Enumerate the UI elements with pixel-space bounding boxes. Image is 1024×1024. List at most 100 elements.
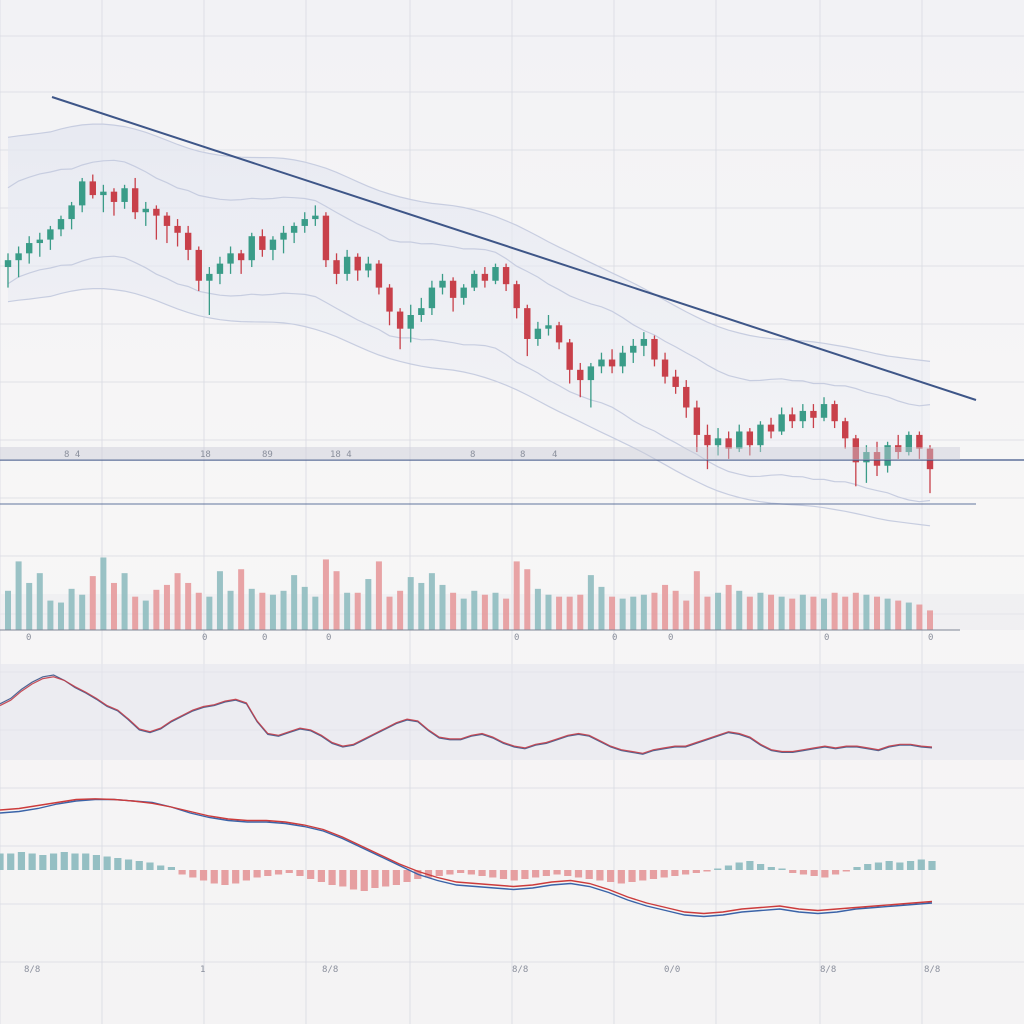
candle-2 xyxy=(25,236,33,264)
candle-11 xyxy=(121,184,128,209)
macd-hist-56 xyxy=(596,870,604,881)
candle-body-39 xyxy=(418,308,425,315)
macd-hist-63 xyxy=(671,870,679,876)
volume-bar-0 xyxy=(5,590,11,630)
candle-body-28 xyxy=(301,219,308,226)
candle-86 xyxy=(916,431,923,459)
macd-hist-65 xyxy=(692,870,700,873)
candle-body-18 xyxy=(195,249,202,281)
volume-row-label-3: 0 xyxy=(326,633,331,643)
candle-75 xyxy=(799,404,807,429)
candle-69 xyxy=(736,424,743,453)
price-row-label-1: 18 xyxy=(200,450,211,460)
candle-body-60 xyxy=(640,338,648,346)
candle-1 xyxy=(15,246,22,278)
candle-82 xyxy=(873,441,881,477)
candle-66 xyxy=(704,424,711,470)
macd-hist-84 xyxy=(896,862,904,870)
candle-7 xyxy=(78,177,86,213)
candle-body-26 xyxy=(280,232,287,240)
candle-body-76 xyxy=(810,410,817,418)
volume-bar-36 xyxy=(386,596,393,630)
macd-hist-77 xyxy=(821,870,829,878)
candle-83 xyxy=(884,441,891,473)
candle-3 xyxy=(36,232,43,257)
candle-body-8 xyxy=(89,181,96,196)
candle-77 xyxy=(820,397,828,422)
volume-bar-31 xyxy=(333,571,340,630)
volume-bar-56 xyxy=(598,586,605,630)
candle-body-57 xyxy=(608,359,616,367)
volume-row-label-5: 0 xyxy=(612,633,617,643)
macd-hist-57 xyxy=(607,870,615,882)
candle-20 xyxy=(216,256,224,285)
volume-bar-8 xyxy=(89,576,96,630)
candle-body-51 xyxy=(545,325,552,329)
candle-50 xyxy=(534,321,542,346)
candle-60 xyxy=(640,332,648,357)
macd-hist-58 xyxy=(617,870,625,884)
volume-bar-72 xyxy=(768,594,775,630)
candle-body-47 xyxy=(502,267,510,285)
candle-28 xyxy=(301,212,308,233)
macd-hist-17 xyxy=(178,870,186,875)
macd-hist-80 xyxy=(853,867,861,870)
macd-hist-54 xyxy=(574,870,583,878)
volume-bar-73 xyxy=(778,596,785,630)
bottom-row-label-1: 1 xyxy=(200,965,205,975)
candle-body-25 xyxy=(269,239,277,250)
candlestick-series xyxy=(4,174,934,494)
candle-62 xyxy=(661,352,669,384)
volume-bar-69 xyxy=(736,590,743,630)
candle-78 xyxy=(831,400,838,429)
volume-bar-37 xyxy=(397,590,404,630)
candle-5 xyxy=(57,215,65,237)
candle-44 xyxy=(471,270,478,292)
macd-hist-32 xyxy=(339,870,347,887)
candle-73 xyxy=(778,407,785,435)
macd-hist-19 xyxy=(199,870,208,881)
candle-body-56 xyxy=(598,359,605,367)
candle-63 xyxy=(672,369,679,394)
macd-hist-7 xyxy=(71,853,79,870)
volume-bar-53 xyxy=(566,596,573,630)
candle-30 xyxy=(322,212,330,268)
candle-body-41 xyxy=(439,280,446,288)
oscillator-panel-bg xyxy=(0,664,1024,760)
candle-0 xyxy=(4,253,12,288)
volume-bar-59 xyxy=(630,596,637,630)
candle-body-48 xyxy=(513,284,520,309)
volume-row-label-6: 0 xyxy=(668,633,673,643)
trendlines xyxy=(0,96,1024,505)
candle-body-35 xyxy=(375,263,383,288)
candle-body-17 xyxy=(184,232,192,250)
candle-6 xyxy=(68,201,75,230)
volume-bar-66 xyxy=(704,596,711,630)
volume-bar-29 xyxy=(312,596,319,630)
candle-76 xyxy=(810,404,817,429)
macd-hist-34 xyxy=(360,870,368,891)
volume-bar-9 xyxy=(100,557,107,630)
volume-bar-26 xyxy=(280,590,287,630)
volume-bar-83 xyxy=(884,598,891,630)
macd-hist-21 xyxy=(221,870,229,885)
candle-10 xyxy=(110,188,118,216)
macd-hist-48 xyxy=(510,870,518,881)
macd-hist-70 xyxy=(746,861,754,870)
macd-hist-51 xyxy=(542,870,550,876)
candle-8 xyxy=(89,174,96,199)
volume-bar-13 xyxy=(142,600,149,630)
candle-body-2 xyxy=(25,243,33,254)
candle-body-30 xyxy=(322,215,330,261)
candle-24 xyxy=(259,229,266,257)
envelope-bands xyxy=(7,123,931,527)
candle-body-23 xyxy=(248,236,255,261)
macd-hist-27 xyxy=(285,870,293,873)
volume-bar-3 xyxy=(36,573,43,630)
volume-bar-42 xyxy=(450,592,457,630)
macd-hist-76 xyxy=(810,870,818,876)
macd-hist-74 xyxy=(789,870,797,873)
price-row-label-3: 18 4 xyxy=(330,450,352,460)
candle-body-0 xyxy=(4,260,12,268)
volume-bar-65 xyxy=(693,571,700,630)
